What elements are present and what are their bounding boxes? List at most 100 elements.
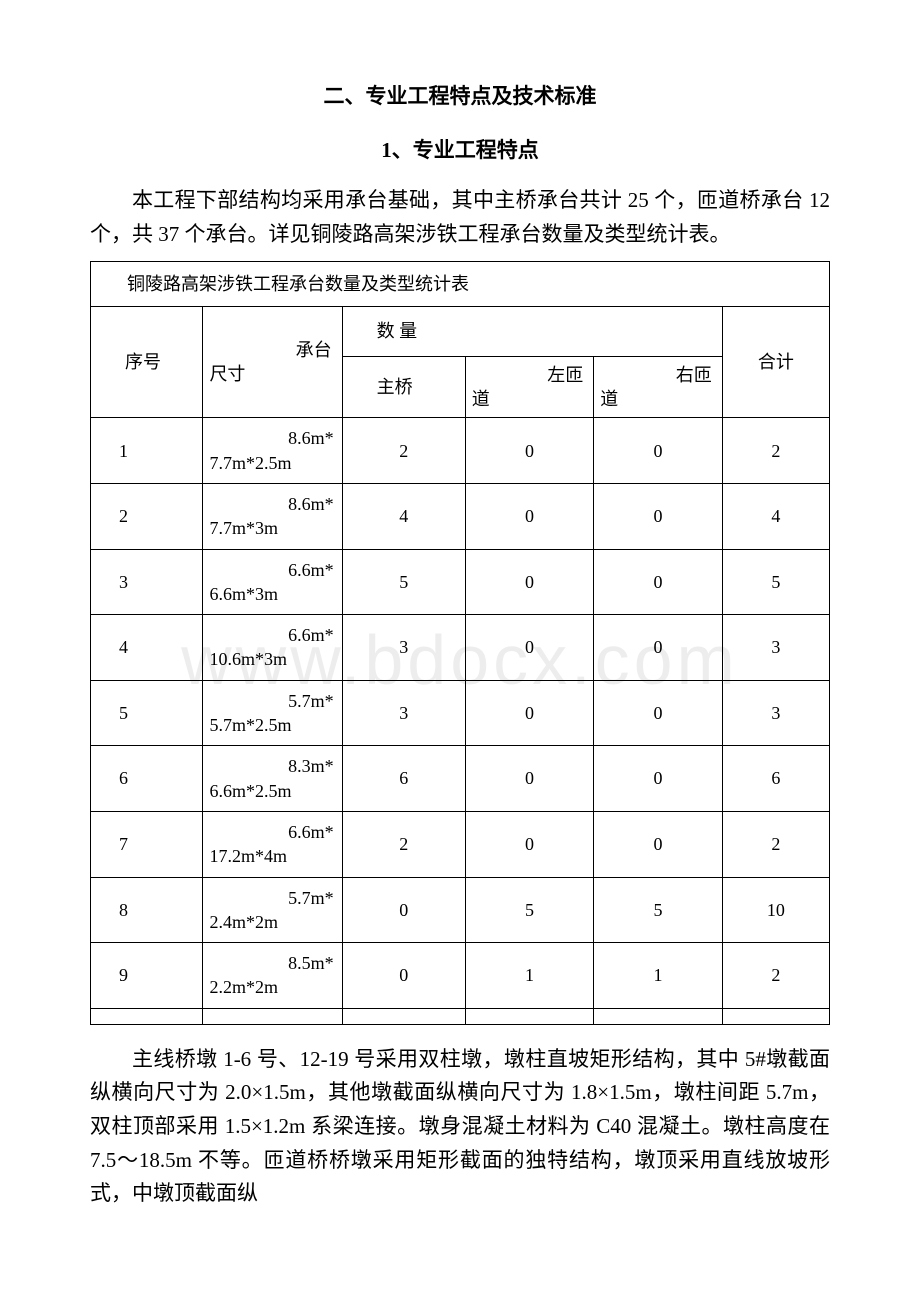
cell-main: 3 [342, 615, 465, 681]
cell-total: 2 [722, 943, 829, 1009]
cell-size: 6.6m*6.6m*3m [203, 549, 342, 615]
trailing-paragraph: 主线桥墩 1-6 号、12-19 号采用双柱墩，墩柱直坡矩形结构，其中 5#墩截… [90, 1043, 830, 1211]
cell-left: 5 [465, 877, 594, 943]
hdr-size-line2: 尺寸 [209, 362, 335, 396]
hdr-left-l2: 道 [472, 387, 588, 417]
cell-total: 2 [722, 418, 829, 484]
cell-size: 8.6m*7.7m*2.5m [203, 418, 342, 484]
cell-total: 3 [722, 680, 829, 746]
section-heading-3: 1、专业工程特点 [90, 134, 830, 164]
cell-size-line1: 5.7m* [209, 689, 335, 713]
empty-cell [342, 1008, 465, 1024]
cell-size-line2: 2.4m*2m [209, 910, 335, 934]
cell-seq: 4 [91, 615, 203, 681]
cell-left: 0 [465, 483, 594, 549]
cell-size-line2: 17.2m*4m [209, 844, 335, 868]
cell-size-line2: 6.6m*2.5m [209, 779, 335, 803]
empty-cell [91, 1008, 203, 1024]
cell-size-line1: 6.6m* [209, 558, 335, 582]
cell-total: 4 [722, 483, 829, 549]
cell-size-line1: 8.5m* [209, 951, 335, 975]
cell-seq: 5 [91, 680, 203, 746]
hdr-size: 承台 尺寸 [203, 307, 342, 418]
cell-size: 8.6m*7.7m*3m [203, 483, 342, 549]
cell-size: 5.7m*2.4m*2m [203, 877, 342, 943]
cell-size-line2: 10.6m*3m [209, 647, 335, 671]
table-row: 76.6m*17.2m*4m2002 [91, 811, 830, 877]
cell-main: 0 [342, 877, 465, 943]
table-header-row-1: 序号 承台 尺寸 数 量 合计 [91, 307, 830, 356]
table-row: 55.7m*5.7m*2.5m3003 [91, 680, 830, 746]
cell-right: 1 [594, 943, 723, 1009]
hdr-right: 右匝 道 [594, 356, 723, 418]
cell-size: 5.7m*5.7m*2.5m [203, 680, 342, 746]
hdr-seq: 序号 [91, 307, 203, 418]
cell-seq: 9 [91, 943, 203, 1009]
cell-main: 5 [342, 549, 465, 615]
table-title: 铜陵路高架涉铁工程承台数量及类型统计表 [91, 262, 830, 307]
cell-size-line1: 8.6m* [209, 492, 335, 516]
cell-size: 8.3m*6.6m*2.5m [203, 746, 342, 812]
cell-main: 3 [342, 680, 465, 746]
cell-right: 5 [594, 877, 723, 943]
cell-left: 1 [465, 943, 594, 1009]
cell-seq: 2 [91, 483, 203, 549]
hdr-size-line1: 承台 [209, 328, 335, 362]
cell-size-line2: 7.7m*3m [209, 516, 335, 540]
cell-size-line1: 8.3m* [209, 754, 335, 778]
cell-size-line1: 5.7m* [209, 886, 335, 910]
cell-size: 6.6m*10.6m*3m [203, 615, 342, 681]
cell-total: 3 [722, 615, 829, 681]
cell-total: 5 [722, 549, 829, 615]
cell-right: 0 [594, 746, 723, 812]
cell-main: 6 [342, 746, 465, 812]
cell-seq: 7 [91, 811, 203, 877]
table-row: 68.3m*6.6m*2.5m6006 [91, 746, 830, 812]
cell-size: 6.6m*17.2m*4m [203, 811, 342, 877]
cell-main: 0 [342, 943, 465, 1009]
cell-main: 2 [342, 811, 465, 877]
table-title-row: 铜陵路高架涉铁工程承台数量及类型统计表 [91, 262, 830, 307]
cell-total: 10 [722, 877, 829, 943]
cell-size-line2: 2.2m*2m [209, 975, 335, 999]
cell-right: 0 [594, 680, 723, 746]
cell-size-line2: 5.7m*2.5m [209, 713, 335, 737]
cell-total: 2 [722, 811, 829, 877]
cell-seq: 3 [91, 549, 203, 615]
cell-right: 0 [594, 418, 723, 484]
table-row: 18.6m*7.7m*2.5m2002 [91, 418, 830, 484]
table-row: 46.6m*10.6m*3m3003 [91, 615, 830, 681]
cell-left: 0 [465, 746, 594, 812]
cell-size-line1: 8.6m* [209, 426, 335, 450]
cell-main: 2 [342, 418, 465, 484]
cell-seq: 1 [91, 418, 203, 484]
table-row: 98.5m*2.2m*2m0112 [91, 943, 830, 1009]
empty-cell [203, 1008, 342, 1024]
cell-left: 0 [465, 549, 594, 615]
empty-cell [722, 1008, 829, 1024]
table-row: 85.7m*2.4m*2m05510 [91, 877, 830, 943]
cell-seq: 8 [91, 877, 203, 943]
hdr-left: 左匝 道 [465, 356, 594, 418]
cell-size-line2: 7.7m*2.5m [209, 451, 335, 475]
empty-cell [465, 1008, 594, 1024]
table-empty-row [91, 1008, 830, 1024]
cell-right: 0 [594, 483, 723, 549]
cell-total: 6 [722, 746, 829, 812]
hdr-main: 主桥 [342, 356, 465, 418]
cell-seq: 6 [91, 746, 203, 812]
hdr-left-l1: 左匝 [472, 357, 588, 387]
cell-right: 0 [594, 549, 723, 615]
hdr-right-l1: 右匝 [600, 357, 716, 387]
page-content: 二、专业工程特点及技术标准 1、专业工程特点 本工程下部结构均采用承台基础，其中… [90, 80, 830, 1211]
cell-left: 0 [465, 811, 594, 877]
table-row: 36.6m*6.6m*3m5005 [91, 549, 830, 615]
pier-table-inner: 铜陵路高架涉铁工程承台数量及类型统计表 序号 承台 尺寸 数 量 合计 主桥 左… [90, 261, 830, 1025]
section-heading-2: 二、专业工程特点及技术标准 [90, 80, 830, 110]
hdr-total: 合计 [722, 307, 829, 418]
cell-left: 0 [465, 680, 594, 746]
cell-size-line1: 6.6m* [209, 623, 335, 647]
cell-main: 4 [342, 483, 465, 549]
cell-size-line1: 6.6m* [209, 820, 335, 844]
intro-paragraph: 本工程下部结构均采用承台基础，其中主桥承台共计 25 个，匝道桥承台 12 个，… [90, 184, 830, 251]
